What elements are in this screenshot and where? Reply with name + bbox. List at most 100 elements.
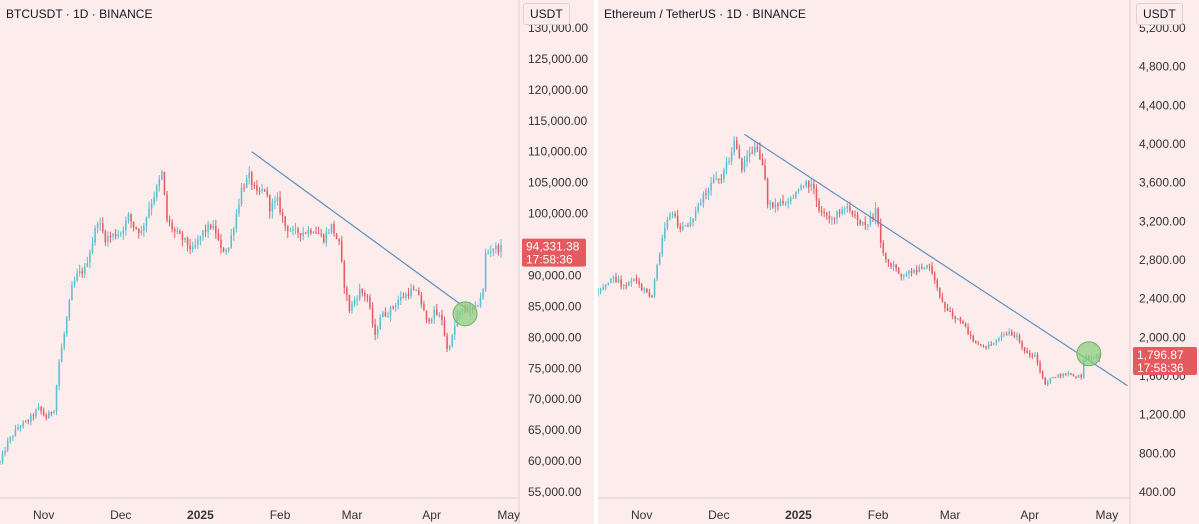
- eth-breakout-marker[interactable]: [1076, 341, 1102, 367]
- eth-candle-body: [633, 278, 635, 281]
- btc-candle-body: [158, 179, 161, 187]
- eth-candle-body: [651, 295, 653, 297]
- eth-candle-body: [1080, 375, 1082, 378]
- btc-x-tick-label: 2025: [187, 508, 214, 522]
- btc-candle-body: [271, 202, 274, 212]
- btc-candle-body: [150, 203, 153, 209]
- btc-candle-body: [253, 184, 256, 186]
- btc-candle-body: [112, 233, 114, 237]
- eth-candle-body: [679, 226, 682, 230]
- btc-candle-body: [225, 250, 227, 252]
- btc-breakout-marker[interactable]: [452, 301, 478, 327]
- eth-candle-body: [610, 278, 612, 283]
- eth-candle-body: [962, 321, 964, 324]
- btc-candle-body: [238, 204, 240, 214]
- eth-candle-body: [756, 146, 759, 150]
- eth-y-tick-label: 4,400.00: [1139, 98, 1186, 112]
- eth-candle-body: [969, 334, 972, 336]
- eth-y-tick-label: 4,000.00: [1139, 137, 1186, 151]
- btc-candle-body: [50, 412, 53, 414]
- btc-candle-body: [117, 234, 119, 237]
- btc-candle-body: [153, 197, 155, 204]
- eth-candle-body: [648, 292, 651, 296]
- btc-price-unit[interactable]: USDT: [523, 3, 570, 25]
- eth-candle-body: [599, 289, 602, 292]
- btc-candle-body: [66, 317, 68, 334]
- btc-candle-body: [312, 232, 315, 234]
- eth-x-tick-label: Mar: [940, 508, 961, 522]
- eth-candle-body: [928, 264, 931, 267]
- btc-candle-body: [438, 314, 441, 316]
- btc-candle-body: [340, 241, 343, 262]
- btc-candle-body: [107, 236, 109, 243]
- eth-candle-body: [1026, 351, 1028, 353]
- btc-candle-body: [361, 289, 364, 294]
- btc-candle-body: [333, 223, 335, 234]
- btc-candle-body: [436, 309, 438, 316]
- btc-candle-body: [186, 237, 189, 246]
- eth-x-tick-label: 2025: [785, 508, 812, 522]
- eth-candle-body: [782, 201, 784, 204]
- btc-candle-body: [484, 252, 487, 290]
- btc-candle-body: [479, 298, 482, 306]
- btc-candle-body: [289, 230, 292, 232]
- btc-candle-body: [86, 263, 89, 267]
- eth-y-tick-label: 800.00: [1139, 446, 1176, 460]
- btc-candle-body: [338, 238, 340, 242]
- eth-price-unit[interactable]: USDT: [1136, 3, 1183, 25]
- eth-candle-body: [687, 225, 689, 227]
- eth-candle-body: [998, 338, 1000, 341]
- eth-candle-body: [1021, 341, 1023, 348]
- btc-candle-body: [60, 347, 63, 363]
- eth-candle-body: [908, 270, 910, 274]
- eth-candle-body: [689, 222, 692, 226]
- btc-candle-body: [256, 185, 258, 192]
- eth-trendline[interactable]: [744, 133, 1128, 387]
- btc-candle-body: [53, 411, 55, 413]
- eth-candle-body: [1005, 334, 1008, 336]
- btc-candle-body: [9, 437, 12, 441]
- eth-chart[interactable]: 5,200.004,800.004,400.004,000.003,600.00…: [598, 0, 1199, 524]
- btc-candle-body: [0, 461, 1, 463]
- btc-candle-body: [207, 224, 209, 232]
- btc-candle-body: [166, 194, 168, 220]
- btc-candle-body: [281, 212, 284, 217]
- btc-candle-body: [32, 415, 35, 417]
- btc-candle-body: [441, 314, 443, 321]
- eth-candle-body: [879, 223, 882, 244]
- btc-candle-body: [382, 312, 384, 318]
- eth-candle-body: [954, 316, 957, 320]
- btc-candle-body: [266, 190, 268, 196]
- btc-candle-body: [392, 306, 394, 308]
- btc-candle-body: [351, 303, 353, 311]
- btc-candle-body: [119, 233, 122, 235]
- eth-candle-body: [1044, 377, 1046, 385]
- eth-chart-title: Ethereum / TetherUS · 1D · BINANCE: [604, 7, 806, 21]
- btc-y-tick-label: 90,000.00: [528, 268, 582, 282]
- eth-candle-body: [951, 311, 954, 317]
- btc-candle-body: [348, 295, 351, 311]
- eth-candle-body: [730, 152, 733, 161]
- btc-chart-title: BTCUSDT · 1D · BINANCE: [6, 7, 153, 21]
- eth-candle-body: [921, 267, 923, 269]
- eth-candle-body: [764, 165, 766, 180]
- eth-candle-body: [1013, 335, 1016, 337]
- btc-trendline[interactable]: [251, 151, 468, 310]
- eth-candle-body: [859, 219, 861, 225]
- btc-candle-body: [145, 217, 148, 227]
- btc-candle-body: [176, 231, 179, 233]
- eth-candle-body: [864, 221, 867, 226]
- eth-candle-body: [612, 276, 615, 279]
- eth-candle-body: [993, 342, 995, 345]
- btc-candle-body: [353, 300, 356, 304]
- btc-candle-body: [209, 224, 212, 229]
- btc-y-tick-label: 100,000.00: [528, 207, 588, 221]
- eth-candle-body: [995, 340, 998, 343]
- btc-candle-body: [130, 214, 132, 222]
- btc-chart[interactable]: 130,000.00125,000.00120,000.00115,000.00…: [0, 0, 594, 524]
- btc-candle-body: [407, 293, 410, 297]
- eth-candle-body: [1034, 354, 1036, 356]
- btc-candle-countdown: 17:58:36: [526, 253, 573, 267]
- btc-candle-body: [163, 171, 166, 195]
- btc-candle-body: [248, 172, 250, 179]
